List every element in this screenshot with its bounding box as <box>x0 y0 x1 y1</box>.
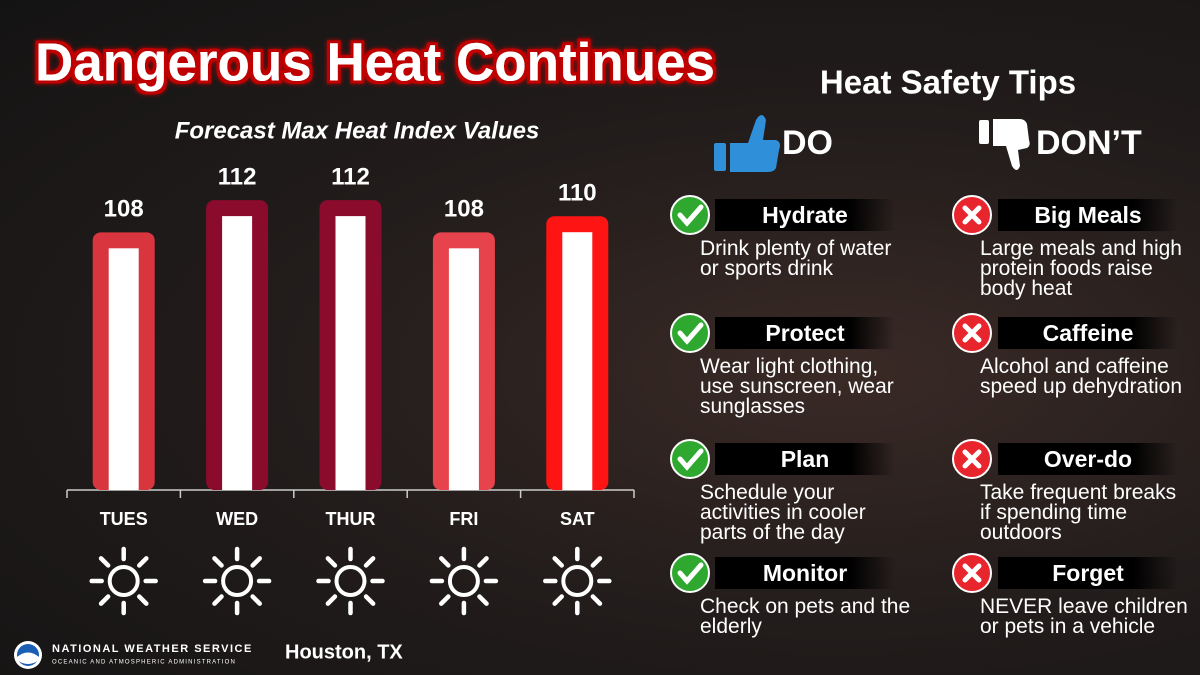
check-icon <box>670 439 710 479</box>
check-icon <box>670 195 710 235</box>
sun-icon <box>221 565 254 597</box>
sun-ray <box>552 556 564 568</box>
check-mark <box>677 322 704 345</box>
x-mark <box>962 323 982 343</box>
sun-ray <box>137 594 149 606</box>
tip-text: Large meals and high protein foods raise… <box>980 237 1182 300</box>
tip-title: Monitor <box>715 557 895 589</box>
check-mark <box>677 562 704 585</box>
check-icon <box>670 313 710 353</box>
sun-ray <box>590 556 603 568</box>
sun-ray <box>590 594 603 606</box>
bar-inner <box>562 232 593 491</box>
sun-ray <box>250 556 262 568</box>
tip-text: Drink plenty of water or sports drink <box>700 237 892 280</box>
bar-inner <box>335 216 366 490</box>
bar-inner <box>448 248 479 490</box>
bar-inner <box>108 248 139 490</box>
tip-title: Big Meals <box>998 199 1178 231</box>
tip-title: Caffeine <box>998 317 1178 349</box>
office: Houston, TX <box>285 641 403 663</box>
tip-title: Hydrate <box>715 199 895 231</box>
agency: NATIONAL WEATHER SERVICE <box>52 643 253 655</box>
sun-ray <box>250 594 262 606</box>
tip-text: Take frequent breaks if spending time ou… <box>980 481 1177 544</box>
value-label: 110 <box>558 180 597 207</box>
dont-label: DON’T <box>1036 124 1142 162</box>
noaa-logo <box>14 641 42 669</box>
sun-ray <box>325 556 338 568</box>
page-title: Dangerous Heat Continues <box>35 32 715 92</box>
tip-text: NEVER leave children or pets in a vehicl… <box>980 595 1188 638</box>
x-tick-label: TUES <box>100 509 148 529</box>
tip-text: Schedule your activities in cooler parts… <box>700 481 866 544</box>
tip-text: Alcohol and caffeine speed up dehydratio… <box>980 355 1182 398</box>
tip-text: Wear light clothing, use sunscreen, wear… <box>700 355 894 418</box>
sun-ray <box>212 594 224 606</box>
sun-ray <box>137 556 149 568</box>
check-icon <box>670 553 710 593</box>
sun-ray <box>212 556 224 568</box>
sun-ray <box>325 594 338 606</box>
do-label: DO <box>782 124 833 162</box>
sun-ray <box>477 556 489 568</box>
sun-ray <box>363 594 376 606</box>
tip-title: Protect <box>715 317 895 349</box>
value-label: 108 <box>444 196 484 223</box>
value-label: 108 <box>104 196 144 223</box>
tip-title: Forget <box>998 557 1178 589</box>
thumb-up-icon <box>714 115 780 172</box>
sun-icon <box>334 565 367 597</box>
chart-title: Forecast Max Heat Index Values <box>175 117 540 144</box>
tip-title: Over-do <box>998 443 1178 475</box>
tips-title: Heat Safety Tips <box>820 64 1076 101</box>
sun-icon <box>561 565 594 597</box>
x-tick-label: FRI <box>449 509 478 529</box>
sun-ray <box>439 594 451 606</box>
x-mark <box>962 449 982 469</box>
x-tick-label: WED <box>216 509 258 529</box>
check-mark <box>677 204 704 227</box>
subagency: OCEANIC AND ATMOSPHERIC ADMINISTRATION <box>52 660 236 666</box>
sun-ray <box>98 556 111 568</box>
x-mark <box>962 563 982 583</box>
thumb-down-icon <box>979 119 1030 170</box>
sun-ray <box>552 594 564 606</box>
x-tick-label: THUR <box>326 509 376 529</box>
sun-icon <box>447 565 480 597</box>
sun-ray <box>439 556 451 568</box>
sun-icon <box>107 565 140 597</box>
value-label: 112 <box>218 163 257 190</box>
sun-ray <box>98 594 111 606</box>
tip-title: Plan <box>715 443 895 475</box>
x-tick-label: SAT <box>560 509 595 529</box>
sun-ray <box>477 594 489 606</box>
x-mark <box>962 205 982 225</box>
value-label: 112 <box>331 163 370 190</box>
tip-text: Check on pets and the elderly <box>700 595 911 638</box>
check-mark <box>677 448 704 471</box>
bar-inner <box>222 216 253 490</box>
sun-ray <box>363 556 376 568</box>
